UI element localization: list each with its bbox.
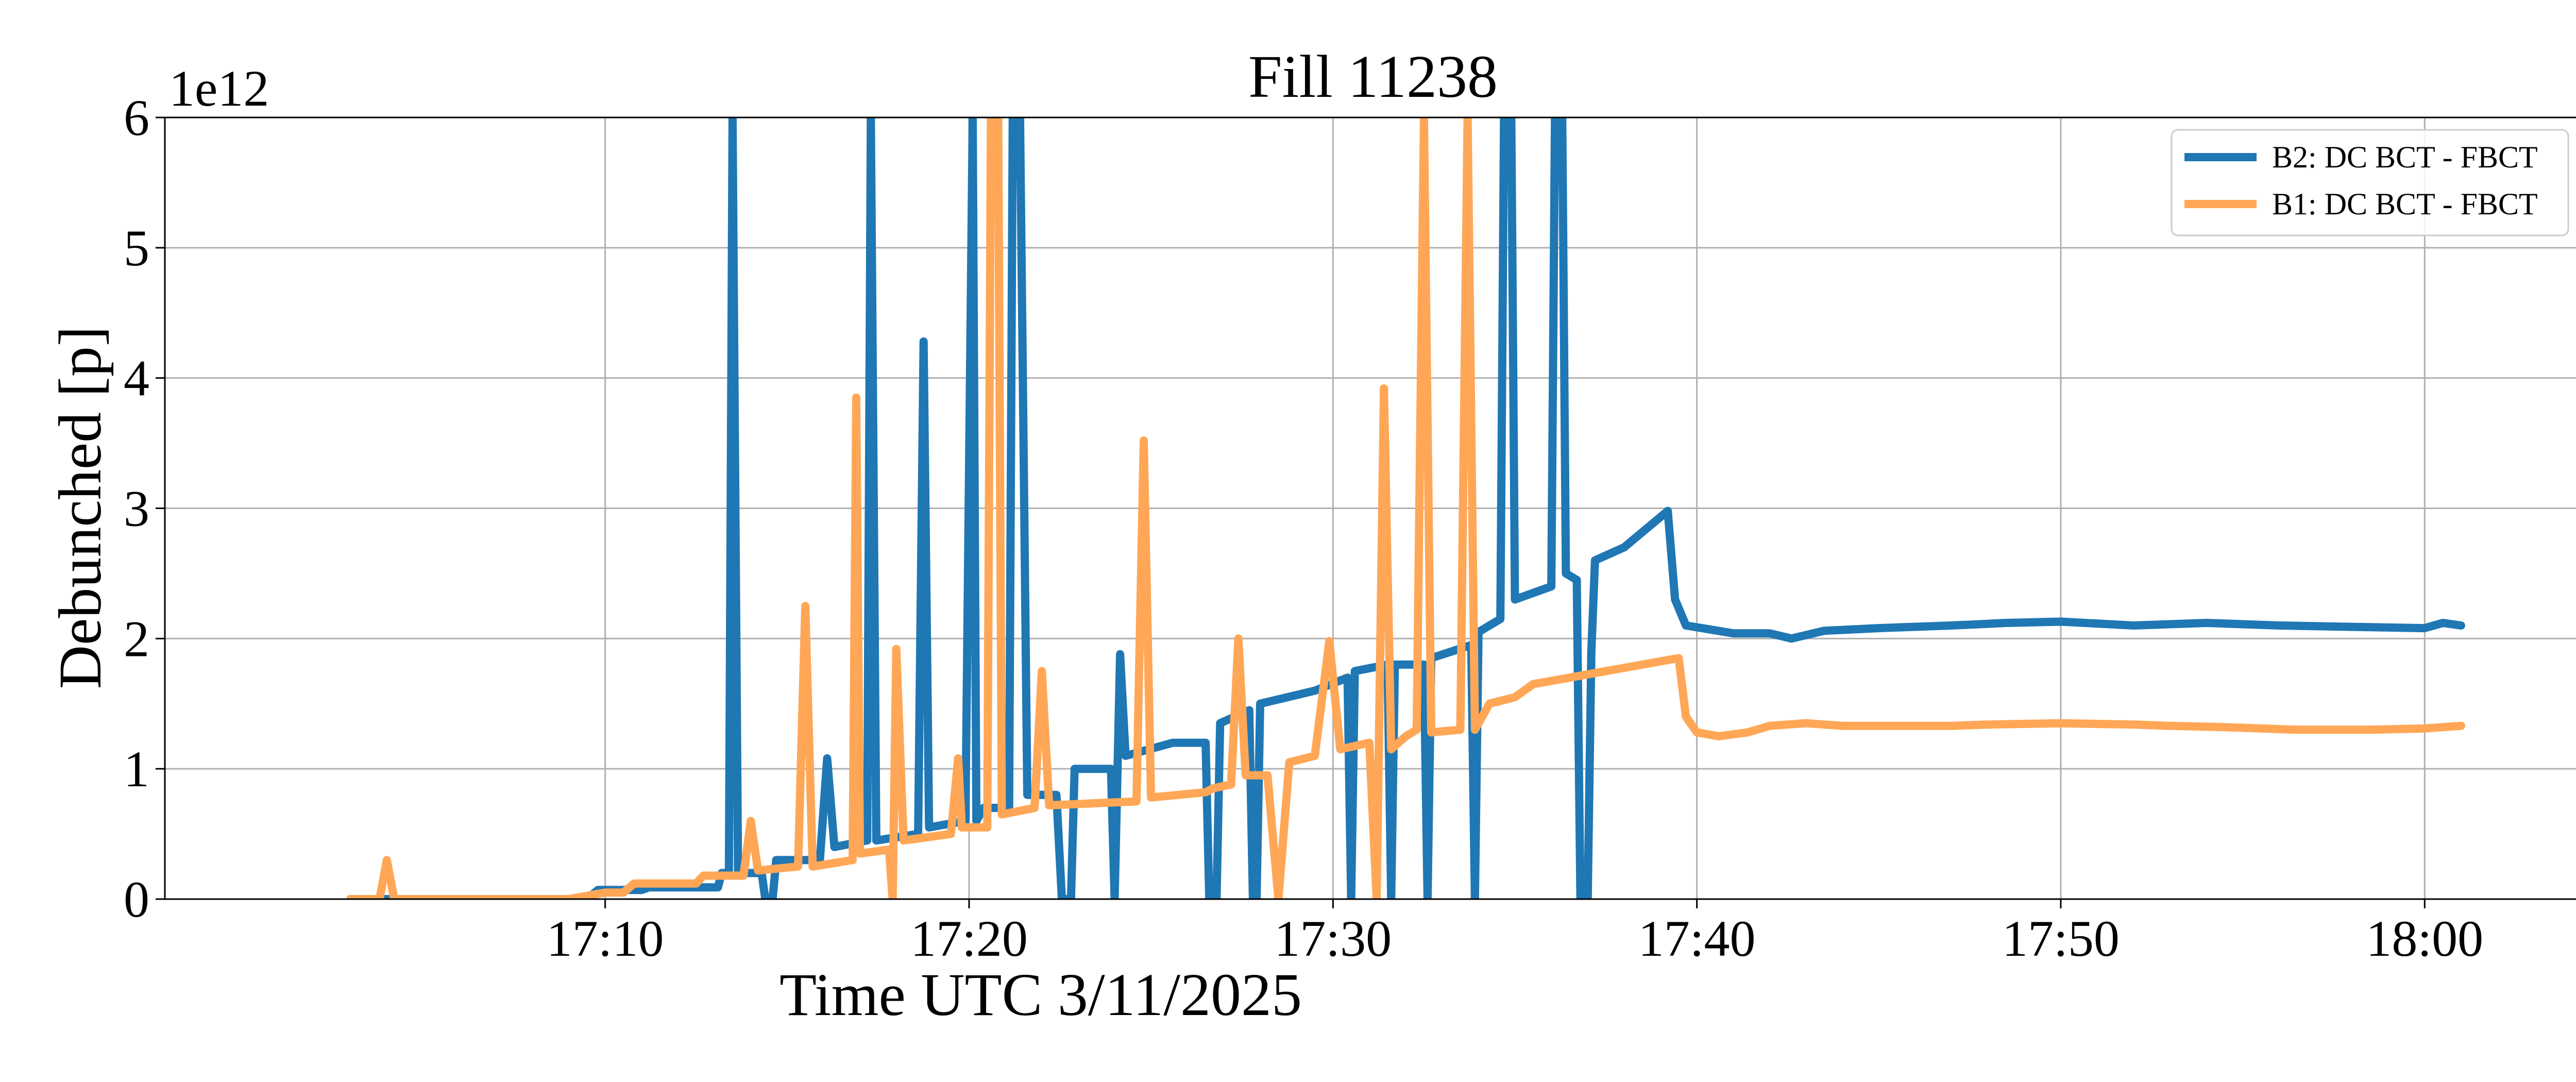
y-tick-label: 4 [124, 350, 149, 407]
y-tick-label: 3 [124, 480, 149, 537]
x-tick-label: 17:50 [2002, 910, 2120, 967]
y-tick-label: 0 [124, 871, 149, 928]
legend: B2: DC BCT - FBCT B1: DC BCT - FBCT [2171, 129, 2569, 236]
y-tick-label: 6 [124, 89, 149, 146]
y-axis-label: Debunched [p] [46, 326, 114, 689]
x-tick-label: 18:00 [2366, 910, 2483, 967]
legend-label-b2: B2: DC BCT - FBCT [2272, 140, 2538, 174]
x-tick-label: 17:20 [910, 910, 1028, 967]
y-tick-label: 1 [124, 740, 149, 798]
y-tick-label: 5 [124, 219, 149, 277]
plot-series [346, 117, 2465, 899]
x-tick-label: 17:30 [1274, 910, 1392, 967]
x-tick-label: 17:10 [547, 910, 664, 967]
series-line-b1 [346, 117, 2465, 899]
chart-title: Fill 11238 [1248, 43, 1498, 110]
x-axis-label: Time UTC 3/11/2025 [779, 961, 1302, 1028]
y-tick-label: 2 [124, 610, 149, 667]
legend-label-b1: B1: DC BCT - FBCT [2272, 187, 2538, 221]
series-line-b2 [346, 117, 2465, 899]
axis-ticks: 17:10 17:20 17:30 17:40 17:50 18:00 0 1 2 3 4 5 6 [124, 89, 2483, 967]
y-offset-text: 1e12 [169, 60, 269, 117]
x-tick-label: 17:40 [1638, 910, 1756, 967]
legend-box [2171, 129, 2569, 236]
